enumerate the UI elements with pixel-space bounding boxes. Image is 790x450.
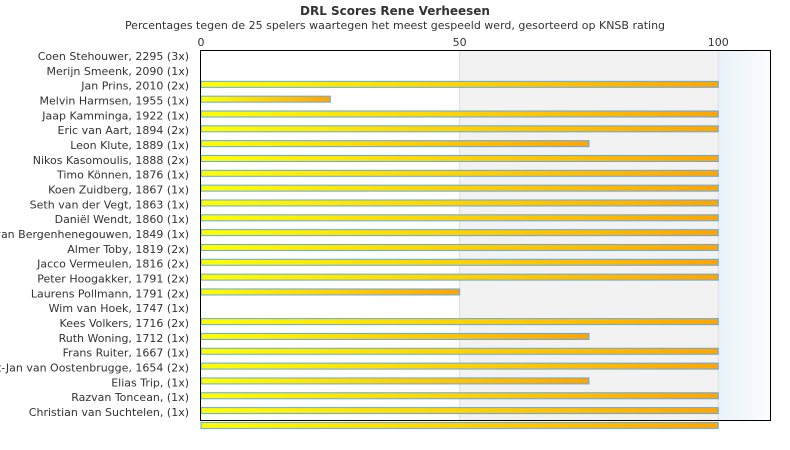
y-tick-label: Elias Trip, (1x): [111, 376, 189, 389]
bar: [200, 392, 719, 400]
bar: [200, 184, 719, 192]
y-tick-label: Gert-Jan van Oostenbrugge, 1654 (2x): [0, 361, 189, 374]
bar: [200, 377, 590, 385]
y-tick-label: Ivo van Bergenhenegouwen, 1849 (1x): [0, 228, 189, 241]
y-tick-label: Frans Ruiter, 1667 (1x): [63, 347, 189, 360]
bar: [200, 140, 590, 148]
bar: [200, 318, 719, 326]
y-tick-label: Eric van Aart, 1894 (2x): [58, 124, 189, 137]
y-tick-label: Timo Können, 1876 (1x): [56, 169, 189, 182]
bar: [200, 421, 719, 429]
bar: [200, 110, 719, 118]
bar: [200, 407, 719, 415]
y-tick-label: Jacco Vermeulen, 1816 (2x): [36, 258, 189, 271]
bar: [200, 169, 719, 177]
bar: [200, 288, 461, 296]
plot-border: [200, 50, 771, 421]
y-tick-label: Daniël Wendt, 1860 (1x): [55, 213, 189, 226]
y-tick-label: Jaap Kamminga, 1922 (1x): [41, 109, 189, 122]
bar: [200, 347, 719, 355]
bar: [200, 243, 719, 251]
y-tick-label: Razvan Toncean, (1x): [71, 391, 189, 404]
chart-title: DRL Scores Rene Verheesen: [300, 4, 490, 18]
y-tick-label: Coen Stehouwer, 2295 (3x): [38, 50, 189, 63]
y-tick-label: Seth van der Vegt, 1863 (1x): [30, 198, 189, 211]
y-tick-label: Merijn Smeenk, 2090 (1x): [46, 65, 189, 78]
bar: [200, 80, 719, 88]
y-tick-label: Jan Prins, 2010 (2x): [80, 80, 189, 93]
y-tick-label: Koen Zuidberg, 1867 (1x): [48, 183, 189, 196]
x-tick-label: 50: [453, 36, 467, 49]
y-tick-label: Almer Toby, 1819 (2x): [67, 243, 189, 256]
bar: [200, 154, 719, 162]
bar: [200, 229, 719, 237]
bar: [200, 258, 719, 266]
y-tick-label: Ruth Woning, 1712 (1x): [59, 332, 189, 345]
bar: [200, 199, 719, 207]
bar: [200, 332, 590, 340]
y-tick-label: Peter Hoogakker, 1791 (2x): [37, 272, 189, 285]
y-tick-label: Leon Klute, 1889 (1x): [70, 139, 189, 152]
y-tick-label: Christian van Suchtelen, (1x): [29, 406, 189, 419]
band-100-plus: [718, 50, 770, 420]
y-tick-label: Wim van Hoek, 1747 (1x): [49, 302, 189, 315]
y-tick-label: Laurens Pollmann, 1791 (2x): [31, 287, 189, 300]
bar: [200, 214, 719, 222]
bar: [200, 362, 719, 370]
x-tick-label: 100: [708, 36, 729, 49]
bar: [200, 95, 331, 103]
bar: [200, 125, 719, 133]
y-tick-label: Melvin Harmsen, 1955 (1x): [40, 94, 189, 107]
chart-subtitle: Percentages tegen de 25 spelers waartege…: [125, 19, 665, 32]
x-tick-label: 0: [198, 36, 205, 49]
bar: [200, 273, 719, 281]
y-tick-label: Kees Volkers, 1716 (2x): [60, 317, 189, 330]
y-tick-label: Nikos Kasomoulis, 1888 (2x): [33, 154, 189, 167]
